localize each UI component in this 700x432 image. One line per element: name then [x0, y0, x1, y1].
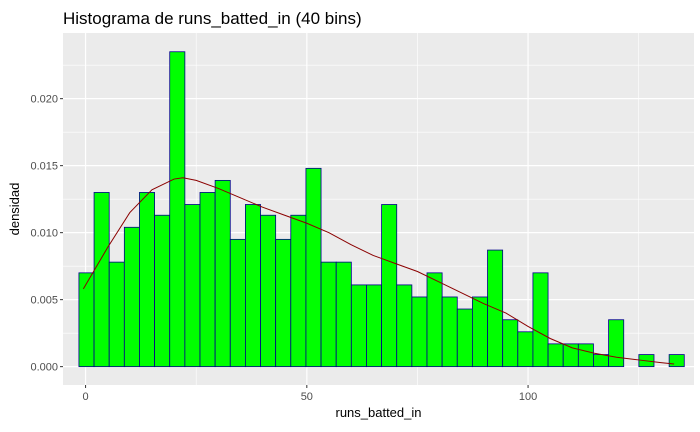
histogram-bar [668, 354, 685, 368]
histogram-bar [184, 204, 201, 368]
histogram-bar [123, 226, 140, 368]
histogram-bar [305, 167, 322, 368]
histogram-bar [78, 272, 95, 368]
histogram-bar [471, 296, 488, 368]
y-axis: 0.000 0.005 0.010 0.015 0.020 [30, 94, 63, 374]
histogram-bar [366, 284, 382, 368]
density-curve [82, 177, 675, 365]
histogram-bar [456, 308, 473, 368]
histogram-bar [381, 204, 398, 368]
histogram-bar [108, 261, 125, 368]
histogram-bar [517, 331, 534, 368]
y-axis-title: densidad [7, 183, 22, 236]
y-tick-label: 0.010 [30, 228, 58, 240]
histogram-bar [214, 179, 231, 368]
histogram-bar [244, 204, 261, 368]
histogram-bar [608, 319, 625, 368]
histogram-bar [593, 354, 609, 368]
histogram-bar [577, 343, 594, 368]
x-tick-label: 50 [301, 391, 313, 403]
histogram-bar [260, 214, 277, 368]
y-tick-label: 0.015 [30, 161, 58, 173]
histogram-bar [290, 214, 307, 368]
histogram-bar [411, 296, 428, 368]
y-tick-label: 0.005 [30, 295, 58, 307]
y-tick-label: 0.000 [30, 362, 58, 374]
x-tick-label: 100 [519, 391, 537, 403]
histogram-bar [426, 272, 443, 368]
histogram-bar [350, 284, 367, 368]
histogram-bar [532, 272, 549, 368]
histogram-bars [78, 51, 685, 368]
histogram-bar [139, 192, 155, 368]
histogram-bar [93, 192, 110, 368]
x-tick-label: 0 [83, 391, 89, 403]
histogram-bar [169, 51, 186, 368]
histogram-bar [320, 261, 337, 368]
histogram-bar [275, 238, 292, 368]
histogram-bar [547, 343, 564, 368]
y-tick-label: 0.020 [30, 94, 58, 106]
histogram-bar [441, 296, 458, 368]
histogram-bar [199, 192, 216, 368]
x-axis-title: runs_batted_in [335, 405, 421, 420]
histogram-bar [335, 261, 352, 368]
x-axis: 0 50 100 [83, 385, 537, 403]
histogram-bar [396, 284, 413, 368]
histogram-bar [154, 214, 171, 368]
chart-title: Histograma de runs_batted_in (40 bins) [63, 9, 362, 28]
histogram-bar [229, 238, 246, 368]
histogram-bar [502, 319, 519, 368]
